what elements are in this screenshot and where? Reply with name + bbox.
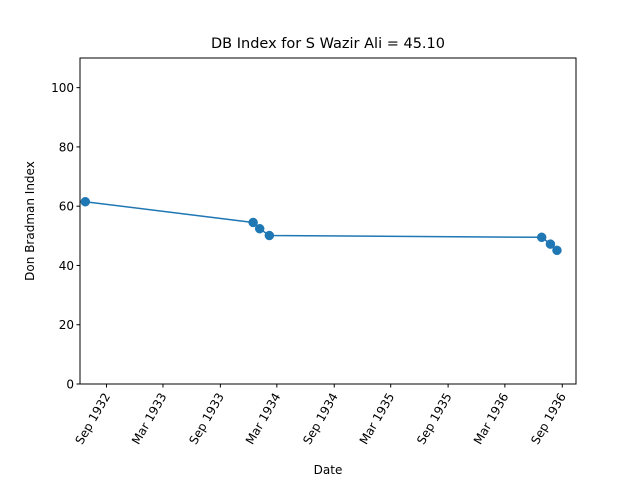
- y-tick-label: 80: [59, 140, 74, 154]
- data-point: [264, 230, 275, 241]
- y-tick-label: 20: [59, 318, 74, 332]
- y-tick-label: 100: [51, 81, 74, 95]
- y-axis-label: Don Bradman Index: [23, 161, 37, 281]
- y-tick-label: 0: [66, 378, 74, 392]
- data-point: [545, 239, 556, 249]
- x-axis-label: Date: [314, 463, 343, 477]
- plot-area: [80, 58, 576, 384]
- data-point: [254, 223, 265, 234]
- series-layer: [80, 196, 562, 256]
- y-tick-label: 60: [59, 200, 74, 214]
- data-point: [248, 217, 258, 228]
- data-point: [552, 245, 562, 256]
- data-point: [536, 232, 547, 243]
- y-tick-label: 40: [59, 259, 74, 273]
- chart-title: DB Index for S Wazir Ali = 45.10: [211, 36, 445, 52]
- data-point: [80, 196, 91, 207]
- plot-frame: [79, 57, 577, 385]
